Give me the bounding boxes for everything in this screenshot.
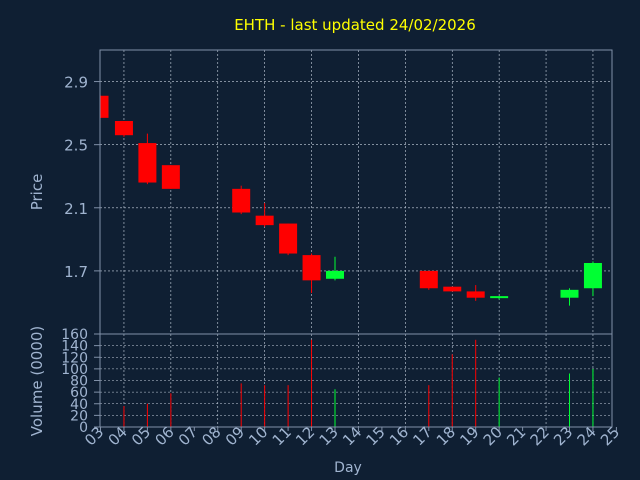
candle-body [466,291,485,298]
candle-body [255,215,274,226]
candle-body [560,289,579,298]
volume-bars [123,339,594,427]
price-candles [100,95,602,306]
candle-body [326,270,344,279]
volume-tick-label: 160 [61,327,88,343]
price-tick-label: 2.1 [64,200,88,218]
x-axis-label: Day [334,460,362,476]
price-tick-label: 2.5 [64,137,88,155]
price-tick-label: 1.7 [64,263,88,281]
price-gridlines [100,50,612,334]
candle-body [100,95,109,118]
volume-tick-label: 100 [61,362,88,378]
price-y-ticks: 2.9 2.5 2.1 1.7 [64,74,100,281]
volume-tick-label: 40 [70,397,88,413]
candle-body [302,255,321,281]
candle-body [232,188,251,213]
price-plot-frame [99,49,613,335]
chart-title: EHTH - last updated 24/02/2026 [234,16,476,34]
volume-tick-label: 120 [61,350,88,366]
volume-axis-label: Volume (0000) [28,326,46,436]
volume-gridlines [100,333,612,428]
candle-body [443,286,462,292]
volume-tick-label: 60 [70,385,88,401]
candle-body [583,263,602,289]
volume-tick-label: 140 [61,339,88,355]
candle-body [490,296,509,299]
volume-tick-label: 80 [70,374,88,390]
price-axis-label: Price [28,174,46,211]
x-tick-labels: 0304050607080910111213141516171819202122… [81,423,623,449]
candle-body [419,270,438,289]
candle-body [138,143,157,183]
volume-tick-label: 20 [70,408,88,424]
candle-body [161,165,180,189]
price-tick-label: 2.9 [64,74,88,92]
volume-tick-label: 0 [79,420,88,436]
candle-body [114,121,133,136]
candle-body [279,223,298,254]
